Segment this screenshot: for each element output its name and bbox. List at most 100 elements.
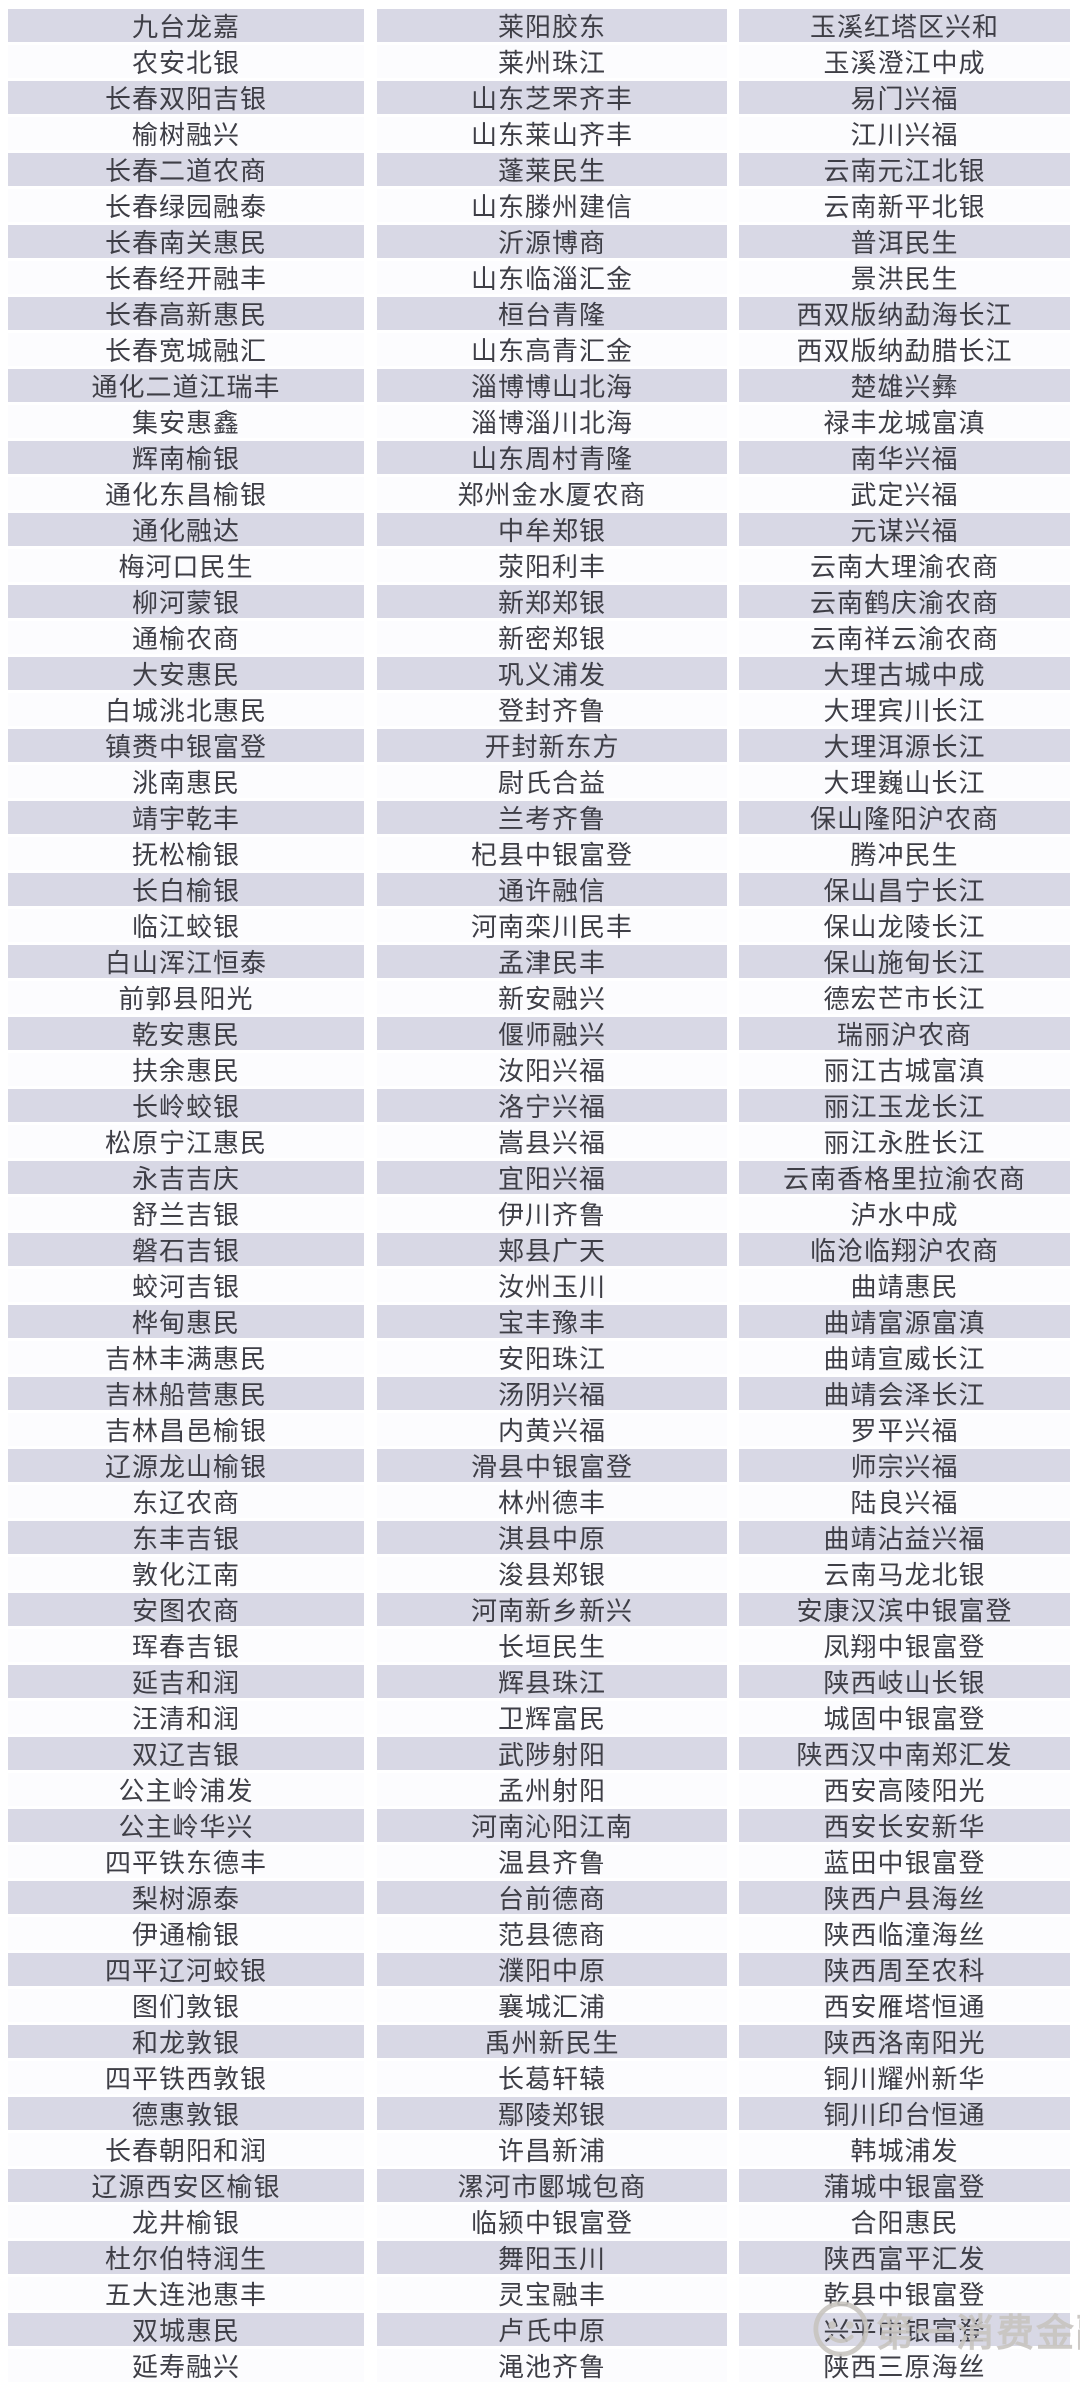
table-cell-col1: 磐石吉银 xyxy=(8,1233,364,1266)
table-cell-col3: 临沧临翔沪农商 xyxy=(739,1233,1070,1266)
table-cell-col1: 永吉吉庆 xyxy=(8,1161,364,1194)
table-cell-col1: 延吉和润 xyxy=(8,1665,364,1698)
table-cell-col1: 松原宁江惠民 xyxy=(8,1125,364,1158)
table-cell-col2: 山东周村青隆 xyxy=(377,441,727,474)
table-row: 和龙敦银 禹州新民生 陕西洛南阳光 xyxy=(8,2025,1070,2061)
table-cell-col3: 曲靖会泽长江 xyxy=(739,1377,1070,1410)
table-cell-col1: 柳河蒙银 xyxy=(8,585,364,618)
table-cell-col2: 桓台青隆 xyxy=(377,297,727,330)
table-row: 东丰吉银 淇县中原 曲靖沾益兴福 xyxy=(8,1521,1070,1557)
table-cell-col3: 蒲城中银富登 xyxy=(739,2169,1070,2202)
table-row: 长春双阳吉银 山东芝罘齐丰 易门兴福 xyxy=(8,81,1070,117)
table-cell-col1: 图们敦银 xyxy=(8,1989,364,2022)
table-cell-col2: 山东高青汇金 xyxy=(377,333,727,366)
table-cell-col3: 云南香格里拉渝农商 xyxy=(739,1161,1070,1194)
table-cell-col2: 舞阳玉川 xyxy=(377,2241,727,2274)
table-cell-col1: 安图农商 xyxy=(8,1593,364,1626)
table-cell-col2: 郏县广天 xyxy=(377,1233,727,1266)
table-row: 大安惠民 巩义浦发 大理古城中成 xyxy=(8,657,1070,693)
table-cell-col1: 双辽吉银 xyxy=(8,1737,364,1770)
table-cell-col3: 曲靖沾益兴福 xyxy=(739,1521,1070,1554)
table-cell-col1: 长春高新惠民 xyxy=(8,297,364,330)
table-row: 长春绿园融泰 山东滕州建信 云南新平北银 xyxy=(8,189,1070,225)
table-cell-col1: 长岭蛟银 xyxy=(8,1089,364,1122)
table-row: 白山浑江恒泰 孟津民丰 保山施甸长江 xyxy=(8,945,1070,981)
table-row: 长春朝阳和润 许昌新浦 韩城浦发 xyxy=(8,2133,1070,2169)
table-cell-col2: 许昌新浦 xyxy=(377,2133,727,2166)
table-row: 四平铁东德丰 温县齐鲁 蓝田中银富登 xyxy=(8,1845,1070,1881)
table-cell-col2: 巩义浦发 xyxy=(377,657,727,690)
table-cell-col2: 范县德商 xyxy=(377,1917,727,1950)
table-cell-col1: 四平辽河蛟银 xyxy=(8,1953,364,1986)
table-cell-col2: 滑县中银富登 xyxy=(377,1449,727,1482)
table-cell-col2: 内黄兴福 xyxy=(377,1413,727,1446)
table-row: 双城惠民 卢氏中原 兴平中银富登 xyxy=(8,2313,1070,2349)
table-cell-col3: 泸水中成 xyxy=(739,1197,1070,1230)
table-cell-col2: 山东临淄汇金 xyxy=(377,261,727,294)
table-row: 乾安惠民 偃师融兴 瑞丽沪农商 xyxy=(8,1017,1070,1053)
table-cell-col3: 南华兴福 xyxy=(739,441,1070,474)
table-row: 双辽吉银 武陟射阳 陕西汉中南郑汇发 xyxy=(8,1737,1070,1773)
table-cell-col2: 汝州玉川 xyxy=(377,1269,727,1302)
table-cell-col3: 陆良兴福 xyxy=(739,1485,1070,1518)
table-cell-col1: 抚松榆银 xyxy=(8,837,364,870)
table-cell-col1: 和龙敦银 xyxy=(8,2025,364,2058)
table-cell-col2: 禹州新民生 xyxy=(377,2025,727,2058)
table-cell-col3: 陕西户县海丝 xyxy=(739,1881,1070,1914)
table-cell-col2: 温县齐鲁 xyxy=(377,1845,727,1878)
table-row: 通化二道江瑞丰 淄博博山北海 楚雄兴彝 xyxy=(8,369,1070,405)
table-cell-col2: 新安融兴 xyxy=(377,981,727,1014)
table-row: 辽源西安区榆银 漯河市郾城包商 蒲城中银富登 xyxy=(8,2169,1070,2205)
table-cell-col3: 大理洱源长江 xyxy=(739,729,1070,762)
table-cell-col1: 德惠敦银 xyxy=(8,2097,364,2130)
table-cell-col1: 吉林昌邑榆银 xyxy=(8,1413,364,1446)
table-cell-col1: 双城惠民 xyxy=(8,2313,364,2346)
table-cell-col3: 凤翔中银富登 xyxy=(739,1629,1070,1662)
table-cell-col3: 普洱民生 xyxy=(739,225,1070,258)
table-cell-col3: 曲靖惠民 xyxy=(739,1269,1070,1302)
table-cell-col1: 镇赉中银富登 xyxy=(8,729,364,762)
table-cell-col3: 丽江玉龙长江 xyxy=(739,1089,1070,1122)
table-row: 松原宁江惠民 嵩县兴福 丽江永胜长江 xyxy=(8,1125,1070,1161)
table-cell-col2: 河南新乡新兴 xyxy=(377,1593,727,1626)
table-cell-col3: 合阳惠民 xyxy=(739,2205,1070,2238)
table-cell-col2: 杞县中银富登 xyxy=(377,837,727,870)
table-row: 德惠敦银 鄢陵郑银 铜川印台恒通 xyxy=(8,2097,1070,2133)
table-cell-col2: 台前德商 xyxy=(377,1881,727,1914)
table-cell-col3: 大理古城中成 xyxy=(739,657,1070,690)
table-cell-col2: 沂源博商 xyxy=(377,225,727,258)
table-cell-col3: 丽江古城富滇 xyxy=(739,1053,1070,1086)
table-cell-col1: 榆树融兴 xyxy=(8,117,364,150)
table-cell-col1: 吉林船营惠民 xyxy=(8,1377,364,1410)
table-cell-col3: 武定兴福 xyxy=(739,477,1070,510)
table-row: 公主岭浦发 孟州射阳 西安高陵阳光 xyxy=(8,1773,1070,1809)
table-row: 安图农商 河南新乡新兴 安康汉滨中银富登 xyxy=(8,1593,1070,1629)
bank-name-table: 九台龙嘉 莱阳胶东 玉溪红塔区兴和 农安北银 莱州珠江 玉溪澄江中成 长春双阳吉… xyxy=(8,9,1070,2385)
table-row: 通榆农商 新密郑银 云南祥云渝农商 xyxy=(8,621,1070,657)
table-row: 东辽农商 林州德丰 陆良兴福 xyxy=(8,1485,1070,1521)
table-cell-col1: 长春二道农商 xyxy=(8,153,364,186)
table-cell-col1: 长春经开融丰 xyxy=(8,261,364,294)
table-row: 公主岭华兴 河南沁阳江南 西安长安新华 xyxy=(8,1809,1070,1845)
table-cell-col3: 禄丰龙城富滇 xyxy=(739,405,1070,438)
table-cell-col1: 杜尔伯特润生 xyxy=(8,2241,364,2274)
table-cell-col1: 四平铁东德丰 xyxy=(8,1845,364,1878)
table-row: 永吉吉庆 宜阳兴福 云南香格里拉渝农商 xyxy=(8,1161,1070,1197)
table-cell-col2: 山东莱山齐丰 xyxy=(377,117,727,150)
table-row: 扶余惠民 汝阳兴福 丽江古城富滇 xyxy=(8,1053,1070,1089)
table-row: 柳河蒙银 新郑郑银 云南鹤庆渝农商 xyxy=(8,585,1070,621)
table-cell-col1: 龙井榆银 xyxy=(8,2205,364,2238)
table-cell-col2: 灵宝融丰 xyxy=(377,2277,727,2310)
table-cell-col3: 保山隆阳沪农商 xyxy=(739,801,1070,834)
table-row: 长白榆银 通许融信 保山昌宁长江 xyxy=(8,873,1070,909)
table-cell-col2: 卫辉富民 xyxy=(377,1701,727,1734)
table-cell-col2: 偃师融兴 xyxy=(377,1017,727,1050)
table-cell-col2: 洛宁兴福 xyxy=(377,1089,727,1122)
table-row: 长春二道农商 蓬莱民生 云南元江北银 xyxy=(8,153,1070,189)
table-cell-col3: 陕西周至农科 xyxy=(739,1953,1070,1986)
table-cell-col1: 长春宽城融汇 xyxy=(8,333,364,366)
table-cell-col2: 嵩县兴福 xyxy=(377,1125,727,1158)
table-cell-col3: 乾县中银富登 xyxy=(739,2277,1070,2310)
table-row: 五大连池惠丰 灵宝融丰 乾县中银富登 xyxy=(8,2277,1070,2313)
table-cell-col1: 洮南惠民 xyxy=(8,765,364,798)
